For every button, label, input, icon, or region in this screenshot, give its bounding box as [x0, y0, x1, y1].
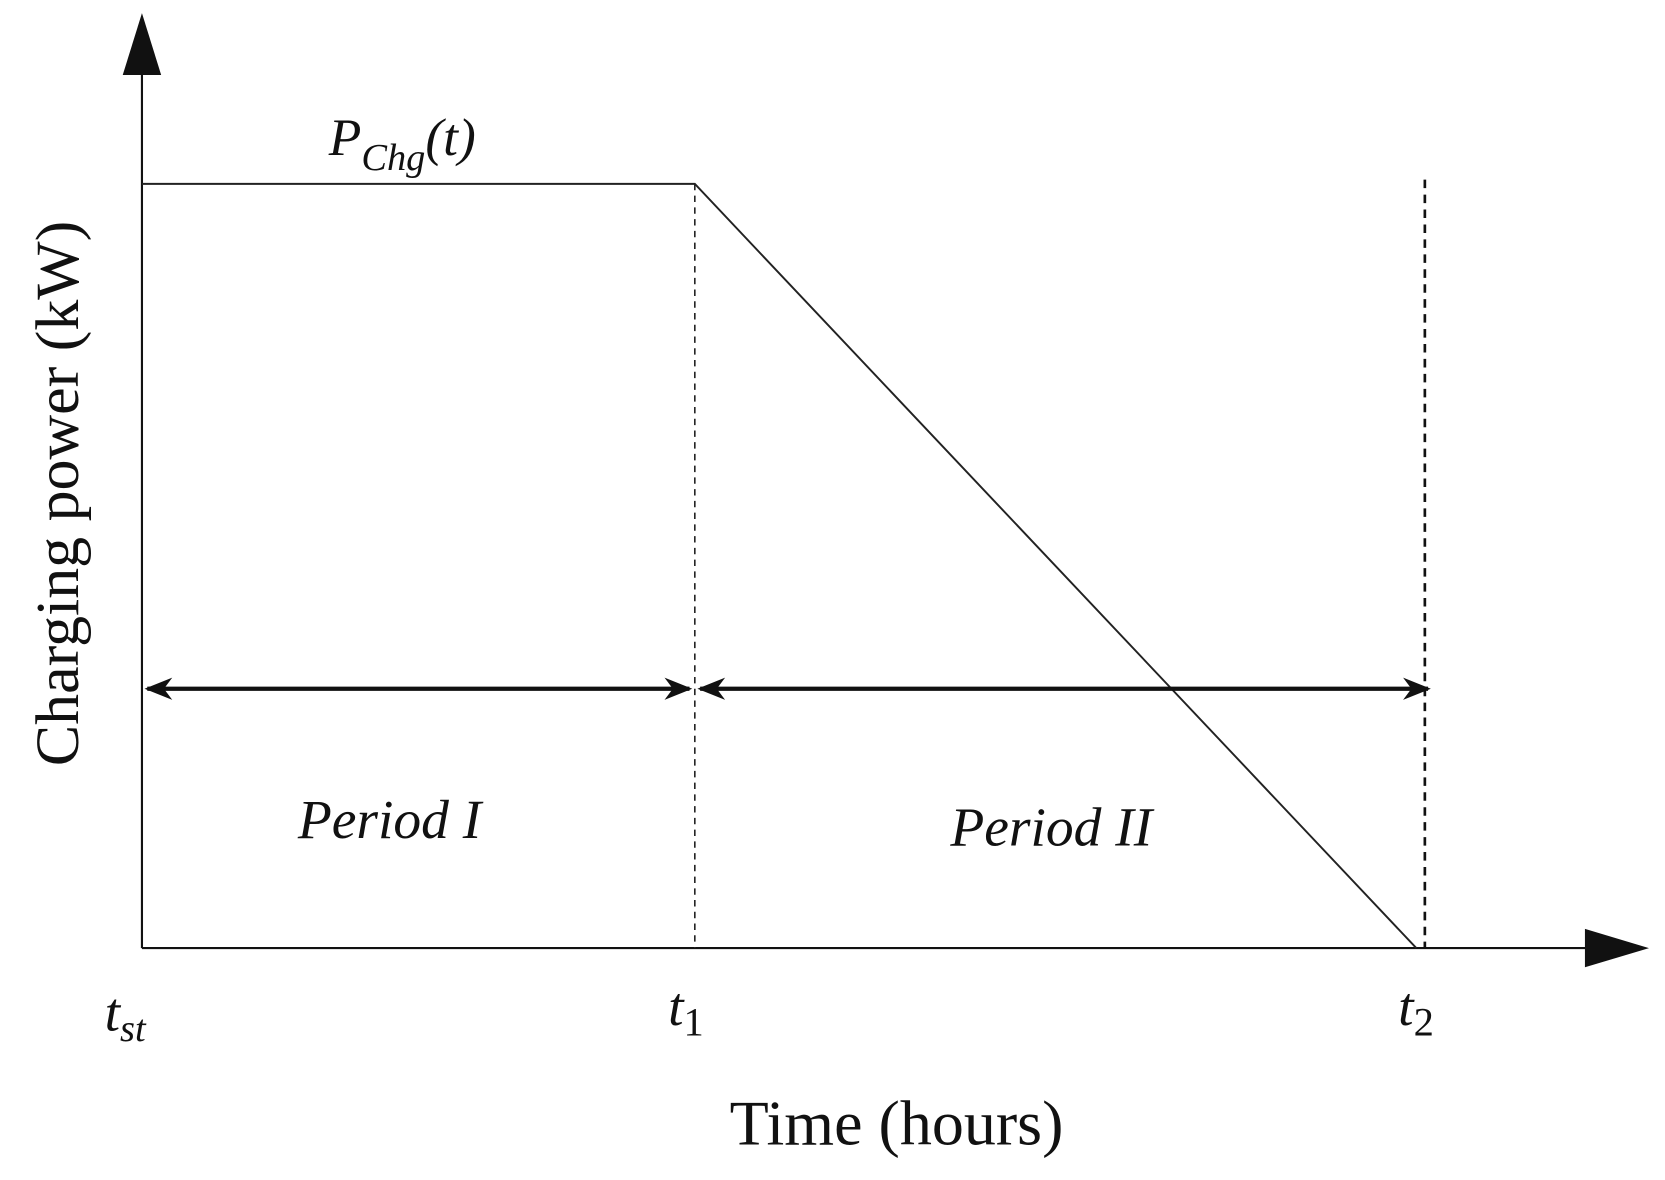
time-mark-main: t [668, 977, 685, 1038]
period-label: Period I [297, 790, 484, 851]
curve-label-main: P [328, 107, 362, 167]
curve-label-arg: (t) [425, 107, 475, 167]
time-mark-sub: 1 [684, 1000, 704, 1045]
y-axis-arrow [122, 13, 162, 76]
x-axis-arrow [1584, 928, 1649, 968]
y-axis-label: Charging power (kW) [24, 221, 92, 766]
time-mark: tst [105, 982, 147, 1050]
time-mark-main: t [1398, 977, 1415, 1038]
time-mark-sub: 2 [1414, 1000, 1434, 1045]
curve-label-sub: Chg [361, 137, 425, 179]
time-mark-sub: st [120, 1008, 147, 1050]
time-mark: t2 [1398, 977, 1434, 1045]
period-label: Period II [949, 798, 1154, 859]
x-axis-label: Time (hours) [730, 1087, 1064, 1158]
curve-label: PChg(t) [328, 107, 476, 179]
time-mark-main: t [105, 982, 122, 1043]
time-mark: t1 [668, 977, 704, 1045]
